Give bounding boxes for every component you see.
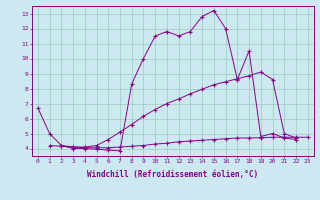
X-axis label: Windchill (Refroidissement éolien,°C): Windchill (Refroidissement éolien,°C) — [87, 170, 258, 179]
